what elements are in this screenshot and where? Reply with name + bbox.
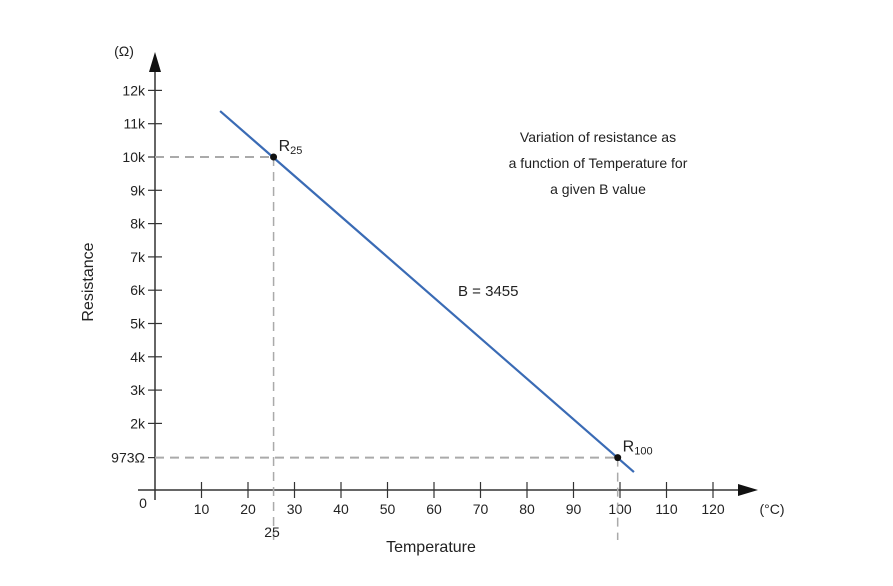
annotation-line-2: a function of Temperature for — [509, 155, 688, 171]
y-tick-label: 973Ω — [111, 450, 145, 466]
x-tick-label: 60 — [426, 501, 442, 517]
annotation-line-3: a given B value — [550, 181, 646, 197]
x-tick-label: 110 — [655, 501, 678, 517]
x-unit-label: (°C) — [759, 501, 784, 517]
y-axis-arrow-icon — [149, 52, 161, 72]
x-axis-title: Temperature — [386, 539, 476, 556]
y-tick-label: 9k — [130, 182, 146, 198]
x-tick-label: 10 — [194, 501, 210, 517]
y-tick-label: 10k — [122, 149, 146, 165]
x-axis-arrow-icon — [738, 484, 758, 496]
origin-label: 0 — [139, 495, 147, 511]
x-tick-label: 80 — [519, 501, 535, 517]
y-axis-title: Resistance — [80, 242, 97, 321]
x-tick-label: 30 — [287, 501, 303, 517]
x-tick-label: 70 — [473, 501, 489, 517]
point-label: R100 — [623, 439, 653, 458]
x-tick-label: 40 — [333, 501, 349, 517]
y-tick-label: 3k — [130, 382, 146, 398]
y-tick-label: 6k — [130, 282, 146, 298]
series-line — [219, 110, 635, 473]
y-tick-label: 2k — [130, 415, 146, 431]
x-tick-label: 90 — [566, 501, 582, 517]
x-tick-label: 20 — [240, 501, 256, 517]
data-point — [614, 454, 622, 462]
point-label: R25 — [279, 138, 303, 157]
y-tick-label: 12k — [122, 82, 146, 98]
y-tick-label: 7k — [130, 249, 146, 265]
x-label-25: 25 — [264, 524, 280, 540]
y-unit-label: (Ω) — [114, 43, 134, 59]
y-tick-label: 4k — [130, 349, 146, 365]
x-tick-label: 120 — [701, 501, 725, 517]
b-value-label: B = 3455 — [458, 283, 518, 300]
data-point — [270, 153, 278, 161]
y-tick-label: 11k — [123, 116, 146, 132]
annotation-line-1: Variation of resistance as — [520, 129, 676, 145]
y-tick-label: 5k — [130, 316, 146, 332]
y-tick-label: 8k — [130, 216, 146, 232]
x-tick-label: 50 — [380, 501, 396, 517]
x-tick-label: 100 — [608, 501, 632, 517]
